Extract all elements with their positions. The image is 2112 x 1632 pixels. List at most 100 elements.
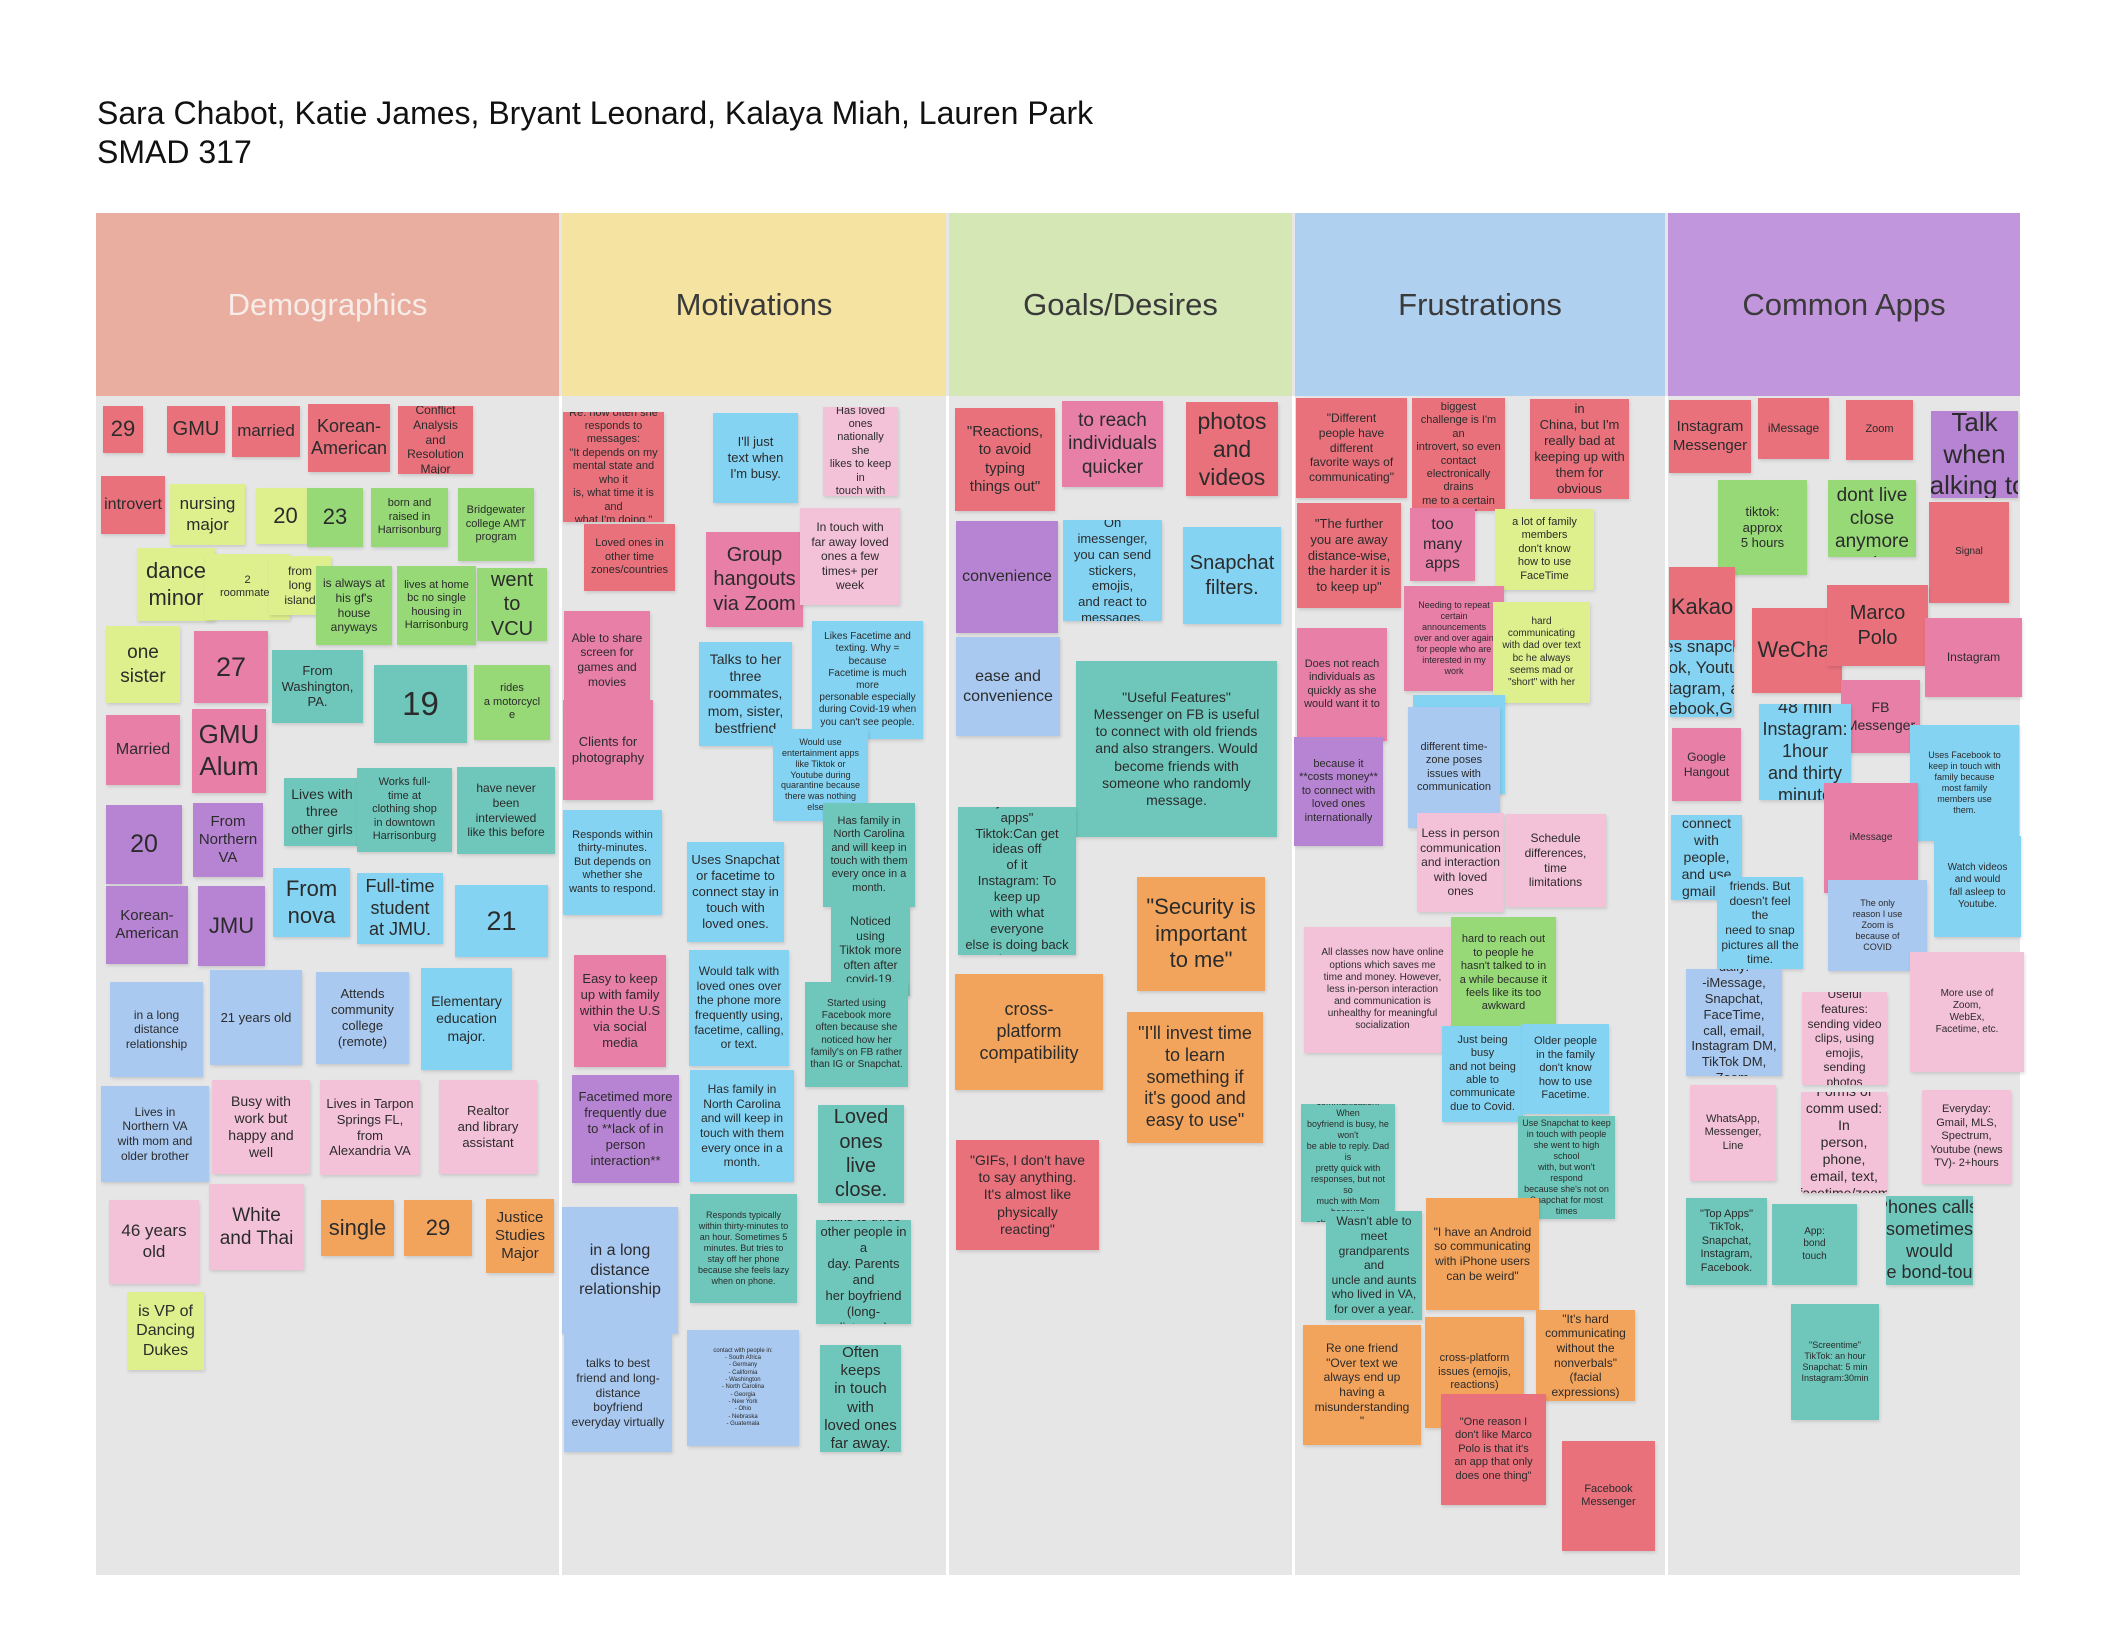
sticky-note[interactable]: GMU Alum [192, 709, 266, 793]
sticky-note[interactable]: 29 [103, 406, 143, 453]
sticky-note[interactable]: In touch with far away loved ones a few … [800, 508, 900, 605]
sticky-note[interactable]: iMessage [1824, 783, 1918, 893]
sticky-note[interactable]: Uses Kakao Talk when talking to family o… [1931, 411, 2018, 498]
sticky-note[interactable]: From Washington, PA. [272, 650, 363, 723]
sticky-note[interactable]: Uses snapchat, Tiktok, Youtube, Instagra… [1670, 640, 1734, 717]
sticky-note[interactable]: "Top Apps" TikTok, Snapchat, Instagram, … [1686, 1198, 1767, 1285]
sticky-note[interactable]: Zoom [1846, 400, 1913, 460]
sticky-note[interactable]: too many apps [1410, 508, 1475, 581]
sticky-note[interactable]: 20 [256, 488, 315, 544]
sticky-note[interactable]: GMU [167, 406, 225, 453]
sticky-note[interactable]: "I have friends in China, but I'm really… [1530, 399, 1629, 499]
sticky-note[interactable]: Loved ones in other time zones/countries [584, 524, 675, 591]
sticky-note[interactable]: 29 [404, 1200, 472, 1256]
sticky-note[interactable]: Korean- American [106, 886, 188, 964]
sticky-note[interactable]: "I have an Android so communicating with… [1426, 1198, 1539, 1310]
sticky-note[interactable]: Schedule differences, time limitations [1505, 814, 1606, 907]
sticky-note[interactable]: Would talk with loved ones over the phon… [689, 950, 789, 1066]
sticky-note[interactable]: married [232, 406, 300, 457]
sticky-note[interactable]: Uses Facebook to keep in touch with fami… [1910, 725, 2019, 841]
sticky-note[interactable]: Started using Facebook more often becaus… [805, 982, 908, 1087]
sticky-note[interactable]: Facetimed more frequently due to **lack … [572, 1075, 679, 1183]
sticky-note[interactable]: discord: talking to friends that dont li… [1828, 480, 1916, 557]
sticky-note[interactable]: Attends community college (remote) [316, 972, 409, 1064]
sticky-note[interactable]: Often keeps in touch with loved ones far… [820, 1345, 901, 1452]
sticky-note[interactable]: Full-time student at JMU. [357, 873, 443, 944]
sticky-note[interactable]: "GIFs, I don't have to say anything. It'… [956, 1140, 1099, 1250]
sticky-note[interactable]: "Security is important to me" [1137, 877, 1265, 991]
sticky-note[interactable]: Has family in North Carolina and will ke… [823, 803, 915, 907]
sticky-note[interactable]: Clients for photography [563, 700, 653, 800]
sticky-note[interactable]: Works full- time at clothing shop in dow… [357, 768, 452, 852]
sticky-note[interactable]: is VP of Dancing Dukes [127, 1292, 204, 1370]
sticky-note[interactable]: Google Hangout [1672, 728, 1741, 801]
sticky-note[interactable]: tiktok: approx 5 hours [1718, 480, 1807, 575]
sticky-note[interactable]: nursing major [170, 484, 245, 545]
sticky-note[interactable]: Uses Snapchat or facetime to connect sta… [687, 842, 784, 942]
sticky-note[interactable]: to reach individuals quicker [1062, 401, 1163, 487]
sticky-note[interactable]: is always at his gf's house anyways [316, 566, 392, 645]
sticky-note[interactable]: Loved ones live close. [818, 1105, 904, 1203]
sticky-note[interactable]: Lives with three other girls [284, 778, 360, 846]
sticky-note[interactable]: App: bond touch [1772, 1204, 1857, 1285]
sticky-note[interactable]: hard to reach out to people he hasn't ta… [1451, 917, 1556, 1030]
sticky-note[interactable]: Useful features: sending video clips, us… [1802, 992, 1887, 1085]
sticky-note[interactable]: More use of Zoom, WebEx, Facetime, etc. [1910, 952, 2024, 1072]
sticky-note[interactable]: 20 [106, 805, 182, 884]
sticky-note[interactable]: apps used daily: -iMessage, Snapchat, Fa… [1686, 969, 1782, 1076]
sticky-note[interactable]: "The further you are away distance-wise,… [1297, 503, 1401, 608]
sticky-note[interactable]: FB Messenger [1841, 680, 1920, 753]
sticky-note[interactable]: Watch videos and would fall asleep to Yo… [1934, 836, 2021, 937]
sticky-note[interactable]: Just being busy and not being able to co… [1442, 1026, 1523, 1122]
sticky-note[interactable]: cross- platform compatibility [955, 974, 1103, 1090]
sticky-note[interactable]: Justice Studies Major [486, 1199, 554, 1273]
sticky-note[interactable]: Kakao [1669, 567, 1735, 647]
sticky-note[interactable]: Realtor and library assistant [439, 1080, 537, 1174]
sticky-note[interactable]: dance minor [137, 548, 215, 621]
sticky-note[interactable]: in a long distance relationship [562, 1207, 678, 1334]
sticky-note[interactable]: Everyday: Gmail, MLS, Spectrum, Youtube … [1922, 1090, 2011, 1184]
sticky-note[interactable]: Noticed using Tiktok more often after co… [831, 905, 910, 996]
sticky-note[interactable]: Talks to her three roommates, mom, siste… [699, 642, 792, 746]
sticky-note[interactable]: convenience [956, 521, 1058, 633]
sticky-note[interactable]: 19 [374, 665, 467, 743]
sticky-note[interactable]: went to VCU [477, 568, 547, 641]
sticky-note[interactable]: Responds within thirty-minutes. But depe… [563, 810, 662, 915]
sticky-note[interactable]: From nova [273, 868, 350, 937]
sticky-note[interactable]: Ideal mode of communication: Phones call… [1886, 1196, 1973, 1285]
sticky-note[interactable]: Facebook Messenger [1562, 1441, 1655, 1551]
sticky-note[interactable]: Lives in Tarpon Springs FL, from Alexand… [320, 1080, 420, 1175]
sticky-note[interactable]: WhatsApp, Messenger, Line [1690, 1085, 1776, 1181]
sticky-note[interactable]: All classes now have online options whic… [1304, 927, 1461, 1053]
sticky-note[interactable]: From Northern VA [193, 803, 263, 877]
sticky-note[interactable]: Married [106, 715, 180, 785]
sticky-note[interactable]: Able to share screen for games and movie… [564, 611, 650, 709]
sticky-note[interactable]: Older people in the family don't know ho… [1522, 1024, 1609, 1114]
sticky-note[interactable]: Wasn't able to meet grandparents and unc… [1326, 1211, 1422, 1320]
sticky-note[interactable]: Bridgewater college AMT program [458, 488, 534, 561]
sticky-note[interactable]: Conflict Analysis and Resolution Major [398, 406, 473, 474]
sticky-note[interactable]: On imessenger, you can send stickers, em… [1063, 520, 1162, 621]
sticky-note[interactable]: Elementary education major. [421, 968, 512, 1070]
sticky-note[interactable]: "Why use those apps" Tiktok:Can get idea… [958, 807, 1076, 955]
sticky-note[interactable]: have never been interviewed like this be… [457, 767, 555, 854]
sticky-note[interactable]: "Different people have different favorit… [1296, 398, 1407, 498]
sticky-note[interactable]: Does not reach individuals as quickly as… [1297, 628, 1387, 741]
sticky-note[interactable]: rides a motorcycl e [474, 665, 550, 740]
sticky-note[interactable]: a lot of family members don't know how t… [1495, 509, 1594, 590]
sticky-note[interactable]: Lives in Northern VA with mom and older … [101, 1086, 209, 1182]
sticky-note[interactable]: Re one friend "Over text we always end u… [1303, 1325, 1421, 1445]
sticky-note[interactable]: 27 [194, 631, 268, 703]
sticky-note[interactable]: 21 [455, 885, 548, 957]
sticky-note[interactable]: Uses Snapchat to talk with friends. But … [1717, 877, 1803, 969]
sticky-note[interactable]: talks to best friend and long- distance … [564, 1334, 672, 1452]
sticky-note[interactable]: Needing to repeat certain announcements … [1404, 586, 1504, 691]
sticky-note[interactable]: "Reactions, to avoid typing things out" [955, 408, 1055, 511]
sticky-note[interactable]: Responds typically within thirty-minutes… [690, 1194, 797, 1303]
sticky-note[interactable]: Snapchat filters. [1183, 527, 1281, 624]
sticky-note[interactable]: Less in person communication and interac… [1417, 813, 1504, 912]
sticky-note[interactable]: "One reason I don't like Marco Polo is t… [1441, 1394, 1546, 1505]
sticky-note[interactable]: photos and videos [1186, 402, 1278, 496]
sticky-note[interactable]: "I'll invest time to learn something if … [1127, 1012, 1263, 1143]
sticky-note[interactable]: 21 years old [210, 970, 302, 1065]
